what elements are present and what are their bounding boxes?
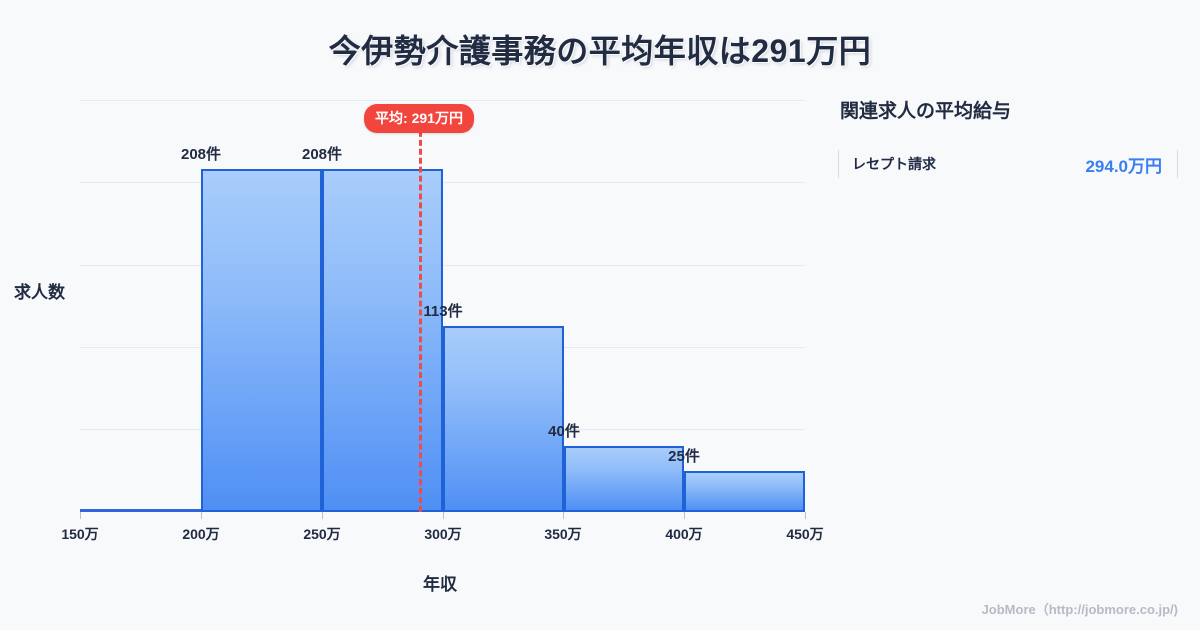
row-divider-left (838, 150, 839, 178)
x-tick-label: 400万 (665, 526, 703, 542)
x-tick (563, 512, 564, 519)
bar-150-200[interactable] (80, 509, 201, 512)
x-tick-label: 150万 (61, 526, 99, 542)
y-axis-title: 求人数 (14, 283, 65, 302)
bar-200-250[interactable] (201, 169, 322, 512)
bar-value-label: 208件 (301, 146, 343, 163)
x-tick-label: 250万 (303, 526, 341, 542)
x-tick (322, 512, 323, 519)
x-tick (805, 512, 806, 519)
x-tick-label: 200万 (182, 526, 220, 542)
row-divider-right (1177, 150, 1178, 178)
page-title: 今伊勢介護事務の平均年収は291万円 (328, 33, 872, 69)
x-tick (201, 512, 202, 519)
bar-350-400[interactable] (564, 446, 684, 512)
average-line (419, 122, 422, 512)
x-tick (80, 512, 81, 519)
bar-400-450[interactable] (684, 471, 805, 512)
side-panel-heading: 関連求人の平均給与 (840, 101, 1012, 122)
salary-row-name: レセプト請求 (852, 156, 936, 172)
related-salary-panel: 関連求人の平均給与 レセプト請求 294.0万円 (838, 96, 1178, 179)
bar-value-label: 25件 (668, 448, 700, 465)
bar-250-300[interactable] (322, 169, 443, 512)
bar-value-label: 40件 (548, 423, 580, 440)
bar-value-label: 113件 (423, 303, 463, 320)
salary-row-value: 294.0万円 (1085, 156, 1162, 176)
x-tick (443, 512, 444, 519)
bar-300-350[interactable] (443, 326, 564, 512)
histogram-chart: 208件 208件 113件 40件 25件 150万 200万 250万 30… (14, 100, 824, 594)
bar-value-label: 208件 (180, 146, 222, 163)
x-tick-label: 350万 (544, 526, 582, 542)
salary-row[interactable]: レセプト請求 294.0万円 (838, 149, 1178, 179)
x-tick (684, 512, 685, 519)
x-tick-label: 300万 (424, 526, 462, 542)
x-axis-title: 年収 (423, 575, 457, 594)
site-watermark: JobMore（http://jobmore.co.jp/) (981, 602, 1178, 617)
average-badge: 平均: 291万円 (364, 104, 474, 133)
gridline (80, 100, 805, 101)
bar-series (80, 100, 805, 512)
x-tick-label: 450万 (786, 526, 824, 542)
